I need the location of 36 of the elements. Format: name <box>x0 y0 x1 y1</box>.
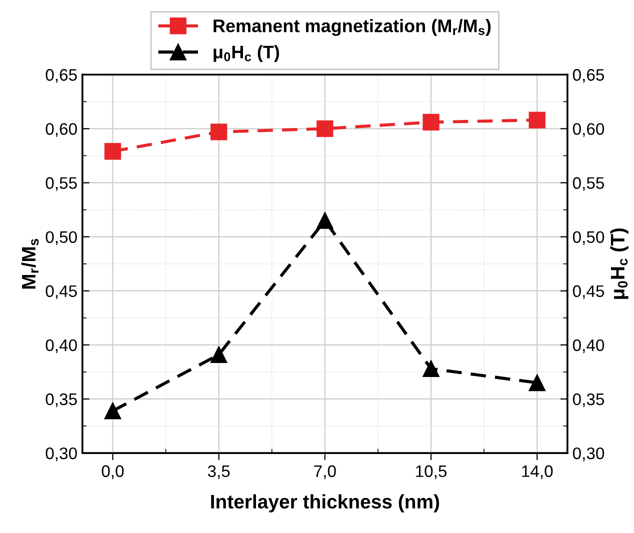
y-axis-title: M$_{r}$/M$_{s}$ <box>21 238 39 289</box>
point <box>422 360 440 378</box>
point <box>528 112 546 128</box>
legend-label: μ$_{0}$H$_{c}$ (T) <box>214 45 280 62</box>
y-tick-label: 0,50 <box>46 231 77 245</box>
y-tick-label: 0,45 <box>46 285 77 300</box>
legend-label: Remanent magnetization (M$_{r}$/M$_{s}$) <box>214 19 491 36</box>
x-axis-title: Interlayer thickness (nm) <box>211 494 440 512</box>
y2-tick-label: 0,65 <box>572 69 604 83</box>
x-tick-label: 14,0 <box>522 465 553 480</box>
point <box>104 402 122 420</box>
y-tick-label: 0,30 <box>46 447 77 462</box>
point <box>528 374 546 392</box>
x-tick-label: 3,5 <box>208 465 230 480</box>
y2-axis-title: μ$_{0}$H$_{c}$ (T) <box>610 228 628 299</box>
y-tick-label: 0,40 <box>46 339 77 354</box>
x-tick-label: 10,5 <box>416 465 447 480</box>
y-tick-label: 0,35 <box>46 393 77 408</box>
y2-tick-label: 0,45 <box>572 285 604 300</box>
y2-tick-label: 0,50 <box>572 231 604 245</box>
point <box>104 143 122 160</box>
x-tick-label: 7,0 <box>314 465 336 480</box>
y-tick-label: 0,65 <box>46 69 77 83</box>
point <box>316 212 334 229</box>
y2-tick-label: 0,35 <box>572 393 604 408</box>
y2-tick-label: 0,30 <box>572 447 604 462</box>
point <box>210 124 228 140</box>
point <box>210 346 228 363</box>
y-tick-label: 0,55 <box>46 177 77 191</box>
y2-tick-label: 0,60 <box>572 123 604 137</box>
point <box>422 114 440 131</box>
y2-tick-label: 0,40 <box>572 339 604 354</box>
y2-tick-label: 0,55 <box>572 177 604 191</box>
point <box>316 120 334 138</box>
x-tick-label: 0,0 <box>102 465 124 480</box>
y-tick-label: 0,60 <box>46 123 77 137</box>
